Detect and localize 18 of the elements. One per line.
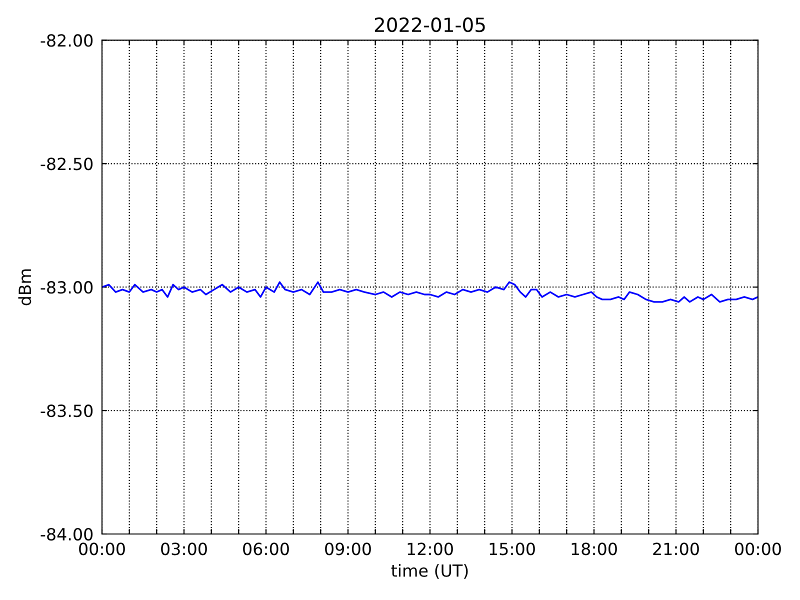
chart-title: 2022-01-05 xyxy=(374,17,485,32)
x-tick-label: 00:00 xyxy=(735,542,781,556)
x-axis-title: time (UT) xyxy=(391,564,468,579)
y-tick-label: -83.00 xyxy=(40,281,93,294)
x-tick-label: 06:00 xyxy=(243,542,289,556)
y-tick-label: -83.50 xyxy=(40,404,93,418)
x-tick-label: 18:00 xyxy=(572,542,617,556)
y-tick-label: -82.00 xyxy=(40,34,93,47)
line-series xyxy=(102,281,758,303)
x-tick-label: 15:00 xyxy=(490,542,535,556)
y-tick-label: -82.50 xyxy=(40,158,93,170)
x-tick-label: 21:00 xyxy=(653,542,699,556)
x-tick-label: 00:00 xyxy=(79,542,125,556)
y-axis-title: dBm xyxy=(18,269,32,306)
x-tick-label: 03:00 xyxy=(161,542,207,556)
x-tick-label: 12:00 xyxy=(408,542,453,556)
x-tick-label: 09:00 xyxy=(325,542,371,556)
y-tick-label: -84.00 xyxy=(40,528,93,541)
